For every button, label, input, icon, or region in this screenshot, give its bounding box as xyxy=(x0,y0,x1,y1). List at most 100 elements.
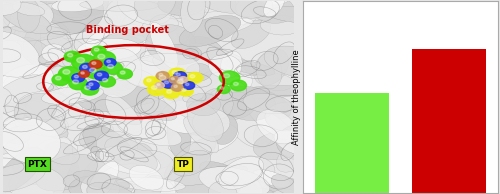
Ellipse shape xyxy=(100,95,154,135)
Circle shape xyxy=(172,84,183,91)
Ellipse shape xyxy=(0,26,68,41)
Circle shape xyxy=(176,73,180,76)
Circle shape xyxy=(177,80,183,84)
Circle shape xyxy=(76,58,84,63)
Ellipse shape xyxy=(0,97,29,127)
Ellipse shape xyxy=(42,44,66,62)
Ellipse shape xyxy=(0,41,22,62)
Ellipse shape xyxy=(276,123,335,161)
Ellipse shape xyxy=(57,38,91,70)
Circle shape xyxy=(74,75,78,78)
Circle shape xyxy=(144,77,158,87)
Ellipse shape xyxy=(74,171,130,190)
Circle shape xyxy=(81,84,98,95)
Ellipse shape xyxy=(262,74,293,91)
Ellipse shape xyxy=(166,0,211,32)
Ellipse shape xyxy=(23,20,71,64)
Ellipse shape xyxy=(0,0,10,28)
Ellipse shape xyxy=(0,86,12,108)
Ellipse shape xyxy=(99,146,160,175)
Circle shape xyxy=(58,67,80,81)
Ellipse shape xyxy=(44,52,89,81)
Circle shape xyxy=(183,82,194,89)
Ellipse shape xyxy=(8,96,65,137)
Ellipse shape xyxy=(17,37,58,69)
Ellipse shape xyxy=(0,125,32,153)
Circle shape xyxy=(94,48,99,51)
Circle shape xyxy=(98,54,105,59)
Ellipse shape xyxy=(12,3,45,16)
Ellipse shape xyxy=(149,18,196,47)
Ellipse shape xyxy=(94,172,174,194)
Ellipse shape xyxy=(50,0,104,33)
Ellipse shape xyxy=(212,156,275,194)
Ellipse shape xyxy=(170,0,209,10)
Ellipse shape xyxy=(36,109,68,140)
Ellipse shape xyxy=(42,86,104,104)
Circle shape xyxy=(90,60,102,68)
Ellipse shape xyxy=(0,31,40,77)
Circle shape xyxy=(80,63,94,73)
Circle shape xyxy=(104,59,116,66)
Ellipse shape xyxy=(2,0,54,32)
Ellipse shape xyxy=(190,180,242,194)
Circle shape xyxy=(159,73,163,76)
Circle shape xyxy=(155,82,164,88)
Ellipse shape xyxy=(46,0,104,18)
Ellipse shape xyxy=(161,88,218,125)
Circle shape xyxy=(174,85,178,87)
Ellipse shape xyxy=(120,68,158,87)
Circle shape xyxy=(81,72,84,74)
Circle shape xyxy=(102,78,108,82)
Ellipse shape xyxy=(270,189,303,194)
Circle shape xyxy=(108,64,114,68)
Ellipse shape xyxy=(200,64,252,96)
Ellipse shape xyxy=(106,0,167,36)
Ellipse shape xyxy=(200,161,257,194)
Ellipse shape xyxy=(20,65,69,97)
Circle shape xyxy=(172,71,178,74)
Ellipse shape xyxy=(0,0,21,15)
Ellipse shape xyxy=(182,11,256,28)
Ellipse shape xyxy=(96,48,142,98)
Ellipse shape xyxy=(14,93,57,126)
Ellipse shape xyxy=(246,89,291,119)
Circle shape xyxy=(72,54,96,70)
Ellipse shape xyxy=(18,91,71,120)
Circle shape xyxy=(64,51,80,62)
Circle shape xyxy=(68,53,72,57)
Bar xyxy=(315,93,389,193)
Ellipse shape xyxy=(271,175,298,194)
Ellipse shape xyxy=(150,14,178,33)
Ellipse shape xyxy=(264,46,330,78)
Ellipse shape xyxy=(179,18,253,38)
Ellipse shape xyxy=(224,59,275,75)
Ellipse shape xyxy=(243,187,288,194)
Circle shape xyxy=(94,51,116,66)
Ellipse shape xyxy=(0,163,46,192)
Circle shape xyxy=(166,90,172,93)
Ellipse shape xyxy=(0,95,26,125)
Ellipse shape xyxy=(260,15,302,35)
Ellipse shape xyxy=(209,169,260,194)
Ellipse shape xyxy=(58,93,82,127)
Circle shape xyxy=(168,68,186,80)
Circle shape xyxy=(63,70,70,74)
Ellipse shape xyxy=(18,98,55,121)
Ellipse shape xyxy=(20,0,53,19)
Ellipse shape xyxy=(115,88,177,120)
Ellipse shape xyxy=(0,111,16,154)
Circle shape xyxy=(234,82,238,86)
Ellipse shape xyxy=(12,91,68,121)
Ellipse shape xyxy=(128,178,176,194)
Ellipse shape xyxy=(82,57,114,99)
Ellipse shape xyxy=(265,178,308,194)
Circle shape xyxy=(178,77,188,83)
Ellipse shape xyxy=(129,165,164,190)
Circle shape xyxy=(218,85,230,94)
Ellipse shape xyxy=(220,51,242,77)
Ellipse shape xyxy=(80,0,158,11)
Ellipse shape xyxy=(9,167,65,194)
Circle shape xyxy=(106,60,110,63)
Ellipse shape xyxy=(254,108,280,145)
